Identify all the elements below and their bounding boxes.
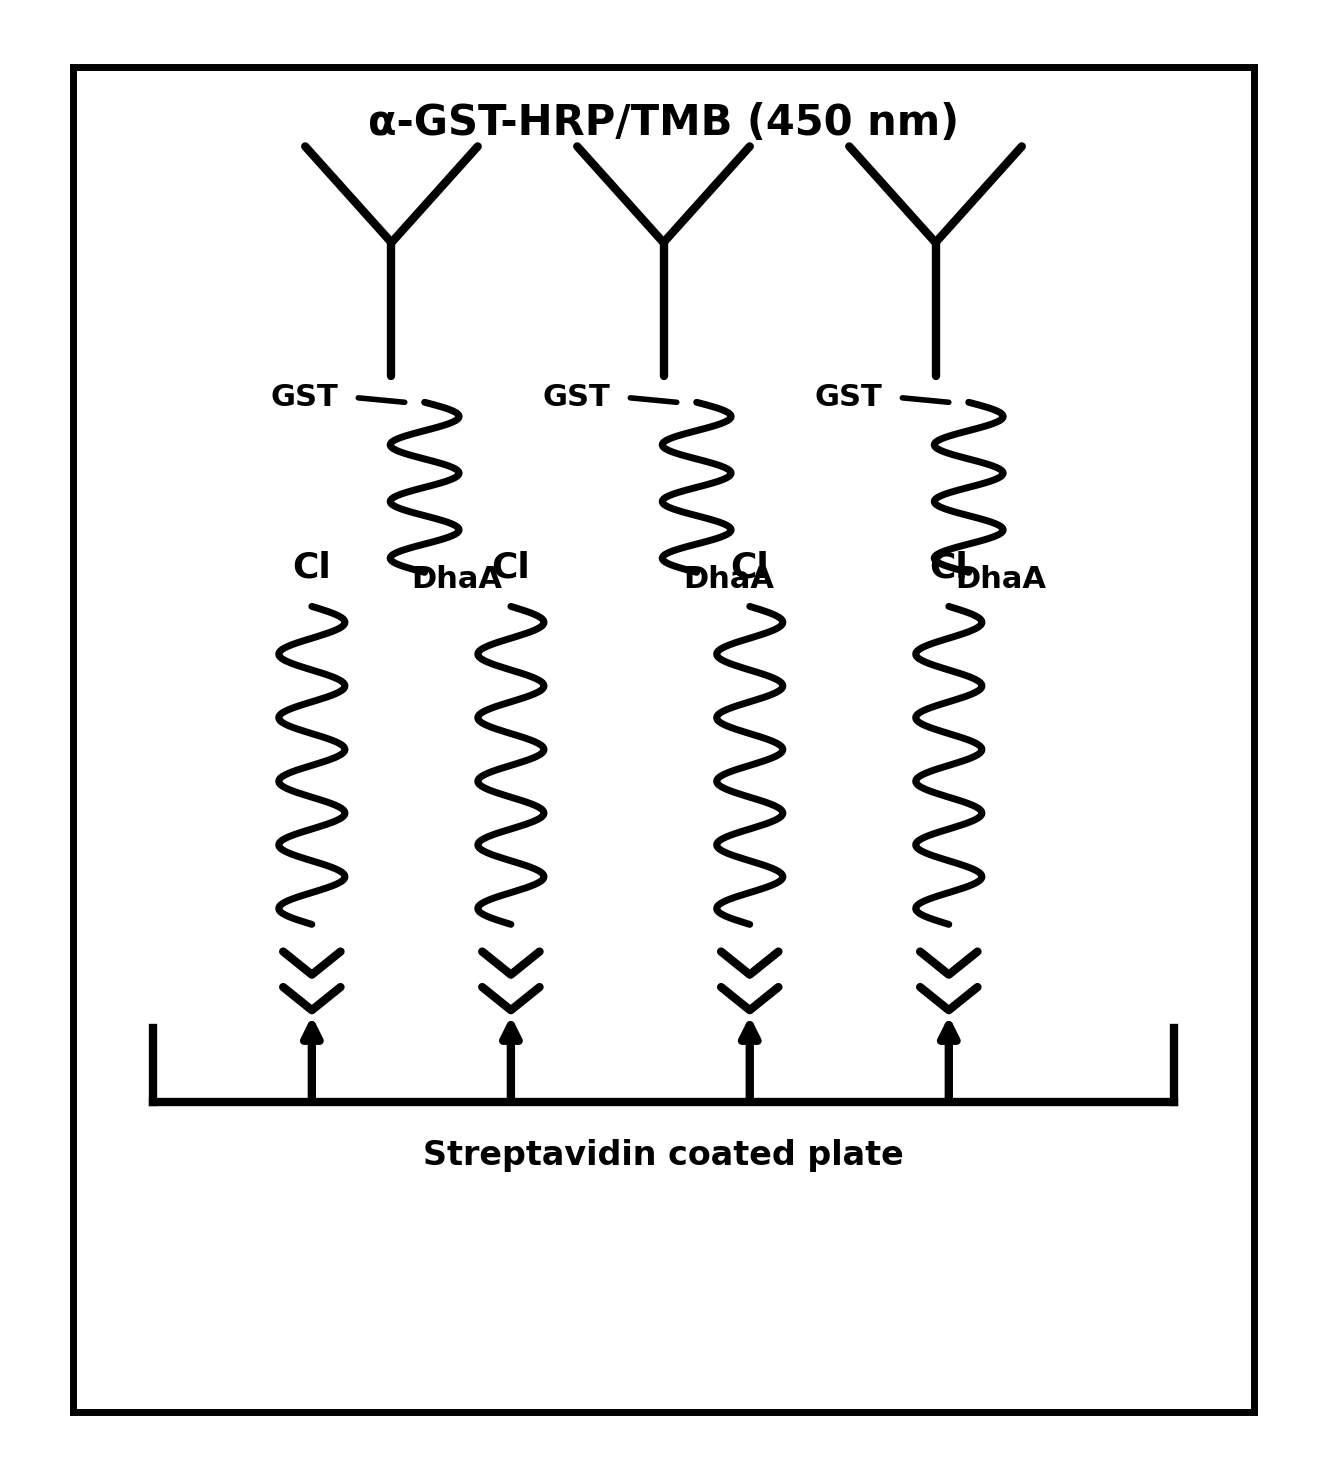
Text: DhaA: DhaA <box>411 565 503 595</box>
Text: GST: GST <box>271 383 338 413</box>
Text: GST: GST <box>543 383 610 413</box>
Text: GST: GST <box>815 383 882 413</box>
FancyBboxPatch shape <box>73 67 1254 1412</box>
Text: Cl: Cl <box>929 550 969 584</box>
Text: DhaA: DhaA <box>683 565 775 595</box>
Text: Streptavidin coated plate: Streptavidin coated plate <box>423 1139 904 1171</box>
Text: Cl: Cl <box>730 550 770 584</box>
Text: Cl: Cl <box>292 550 332 584</box>
Text: DhaA: DhaA <box>955 565 1047 595</box>
Text: α-GST-HRP/TMB (450 nm): α-GST-HRP/TMB (450 nm) <box>368 102 959 143</box>
Text: Cl: Cl <box>491 550 531 584</box>
